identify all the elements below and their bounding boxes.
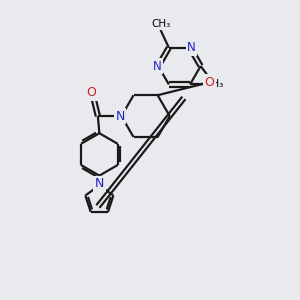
Text: N: N <box>187 41 196 54</box>
Text: N: N <box>115 110 125 123</box>
Text: O: O <box>86 86 96 99</box>
Text: CH₃: CH₃ <box>151 19 170 29</box>
Text: N: N <box>95 177 104 190</box>
Text: CH₃: CH₃ <box>205 80 224 89</box>
Text: O: O <box>205 76 214 89</box>
Text: N: N <box>152 60 161 73</box>
